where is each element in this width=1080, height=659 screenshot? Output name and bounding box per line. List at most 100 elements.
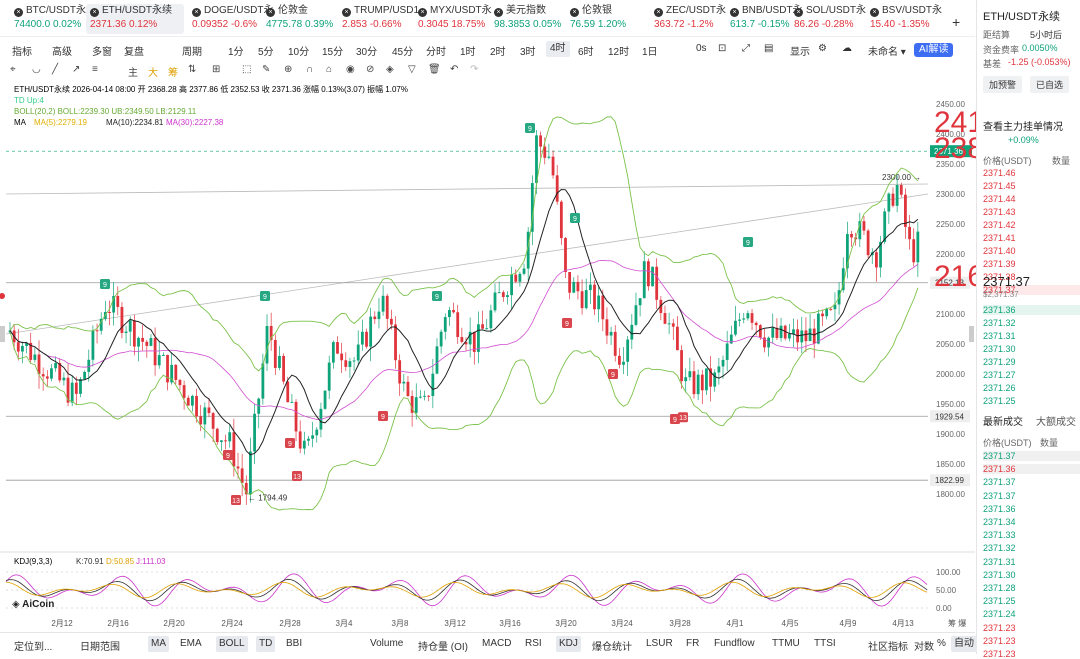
price-chart[interactable]: ETH/USDT永续 2026-04-14 08:00 开 2368.28 高 … [0,82,975,632]
ask-row[interactable]: 2371.46 [983,168,1016,178]
indicator-item[interactable]: % [937,638,946,649]
ticker-tab[interactable]: × SOL/USDT永 86.26 -0.28% [790,4,866,34]
ticker-tab[interactable]: × ETH/USDT永续 2371.36 0.12% [86,4,184,34]
toolbar-item[interactable]: 6时 [578,47,594,58]
draw-tool-main[interactable]: 主 [128,68,138,79]
toolbar-item[interactable]: 多窗 [92,47,112,58]
eye-tool-icon[interactable]: ◉ [346,64,355,75]
arc-tool-icon[interactable]: ◡ [32,64,41,75]
ticker-tab[interactable]: × BNB/USDT永 613.7 -0.15% [726,4,803,34]
ask-row[interactable]: 2371.42 [983,220,1016,230]
toolbar-item[interactable]: 1分 [228,47,244,58]
toolbar-item[interactable]: 1时 [460,47,476,58]
indicator-item[interactable]: LSUR [646,638,673,649]
toolbar-item[interactable]: 5分 [258,47,274,58]
indicator-item[interactable]: 持仓量 (OI) [418,642,468,653]
indicator-item[interactable]: EMA [180,638,202,649]
bid-row[interactable]: 2371.36 [983,305,1080,315]
toolbar-item[interactable]: 10分 [288,47,310,58]
indicator-item[interactable]: 对数 [914,642,934,653]
indicator-item[interactable]: TD [256,636,276,652]
alert-dot[interactable] [0,293,5,299]
tab-latest-trades[interactable]: 最新成交 [983,417,1023,428]
toolbar-item[interactable]: 30分 [356,47,378,58]
crosshair-icon[interactable]: ⌖ [10,64,16,75]
fib-tool-icon[interactable]: ⇅ [188,64,197,75]
indicator-item[interactable]: TTMU [772,638,800,649]
toolbar-item[interactable]: 复盘 [124,47,144,58]
brush-tool-icon[interactable]: ✎ [262,64,271,75]
cloud-icon[interactable]: ☁ [842,43,852,54]
unnamed-layout[interactable]: 未命名 ▾ [868,47,906,58]
left-scroll-handle[interactable] [0,326,5,342]
ticker-tab[interactable]: × MYX/USDT永 0.3045 18.75% [414,4,492,34]
indicator-item[interactable]: 爆仓统计 [592,642,632,653]
magnet-tool-icon[interactable]: ∩ [306,64,314,75]
favorited-button[interactable]: 已自选 [1030,76,1070,93]
indicator-item[interactable]: BBI [286,638,303,649]
ticker-tab[interactable]: × ZEC/USDT永 363.72 -1.2% [650,4,726,34]
right-scroll-handle[interactable] [969,326,974,342]
orderbook-title[interactable]: 查看主力挂单情况 [983,122,1063,133]
bid-row[interactable]: 2371.25 [983,396,1016,406]
ask-row[interactable]: 2371.41 [983,233,1016,243]
indicator-item[interactable]: FR [686,638,700,649]
ticker-tab[interactable]: × 美元指数 98.3853 0.05% [490,4,562,34]
toolbar-item[interactable]: 1日 [642,47,658,58]
ai-interpret-button[interactable]: AI解读 [914,43,954,57]
bid-row[interactable]: 2371.32 [983,318,1016,328]
bid-row[interactable]: 2371.30 [983,344,1016,354]
trash-icon[interactable]: 🗑 [428,64,441,75]
toolbar-item[interactable]: 12时 [608,47,630,58]
ask-row[interactable]: 2371.38 [983,272,1016,282]
redo-icon[interactable]: ↷ [470,64,479,75]
shape-tool-icon[interactable]: ⬚ [242,64,252,75]
ray-tool-icon[interactable]: ↗ [72,64,81,75]
toolbar-item[interactable]: 4时 [546,41,570,57]
ticker-tab[interactable]: × BSV/USDT永 15.40 -1.35% [866,4,942,34]
toolbar-item[interactable]: 15分 [322,47,344,58]
fullscreen-icon[interactable]: ⤢ [742,43,750,54]
add-ticker-icon[interactable]: + [952,14,961,30]
toolbar-item[interactable]: 45分 [392,47,414,58]
draw-tool-big[interactable]: 大 [148,68,158,79]
indicator-item[interactable]: BOLL [216,636,248,652]
ticker-tab[interactable]: × 伦敦银 76.59 1.20% [566,4,638,34]
bid-row[interactable]: 2371.27 [983,370,1016,380]
add-alert-button[interactable]: 加预警 [983,76,1023,93]
indicator-item[interactable]: 定位到... [14,642,53,653]
settings-icon[interactable]: ⚙ [818,43,827,54]
layers-tool-icon[interactable]: ◈ [386,64,394,75]
zoom-tool-icon[interactable]: ⊕ [284,64,293,75]
chips-label[interactable]: 筹 爆 [948,618,966,628]
measure-tool-icon[interactable]: ⊞ [212,64,221,75]
ticker-tab[interactable]: × TRUMP/USD1 2.853 -0.66% [338,4,419,34]
ask-row[interactable]: 2371.45 [983,181,1016,191]
toolbar-item[interactable]: 高级 [52,47,72,58]
hide-tool-icon[interactable]: ⊘ [366,64,375,75]
toolbar-item[interactable]: 周期 [182,47,202,58]
filter-tool-icon[interactable]: ▽ [408,64,416,75]
bid-row[interactable]: 2371.26 [983,383,1016,393]
indicator-item[interactable]: 社区指标 [868,642,908,653]
indicator-item[interactable]: TTSI [814,638,836,649]
indicator-item[interactable]: 自动 [951,636,977,652]
toolbar-0s[interactable]: 0s [696,43,707,54]
indicator-item[interactable]: 日期范围 [80,642,120,653]
indicator-item[interactable]: Fundflow [714,638,755,649]
ticker-tab[interactable]: × 伦敦金 4775.78 0.39% [262,4,334,34]
tab-big-trades[interactable]: 大额成交 [1036,417,1076,428]
ask-row[interactable]: 2371.37 [983,285,1080,295]
undo-icon[interactable]: ↶ [450,64,459,75]
bid-row[interactable]: 2371.29 [983,357,1016,367]
indicator-item[interactable]: Volume [370,638,404,649]
draw-tool-chips[interactable]: 筹 [168,68,178,79]
layout-icon[interactable]: ▤ [764,43,774,54]
toolbar-item[interactable]: 3时 [520,47,536,58]
ticker-tab[interactable]: × BTC/USDT永续 74400.0 0.02% [10,4,96,34]
ask-row[interactable]: 2371.44 [983,194,1016,204]
ask-row[interactable]: 2371.40 [983,246,1016,256]
bid-row[interactable]: 2371.31 [983,331,1016,341]
toolbar-item[interactable]: 2时 [490,47,506,58]
lock-tool-icon[interactable]: ⌂ [326,64,333,75]
